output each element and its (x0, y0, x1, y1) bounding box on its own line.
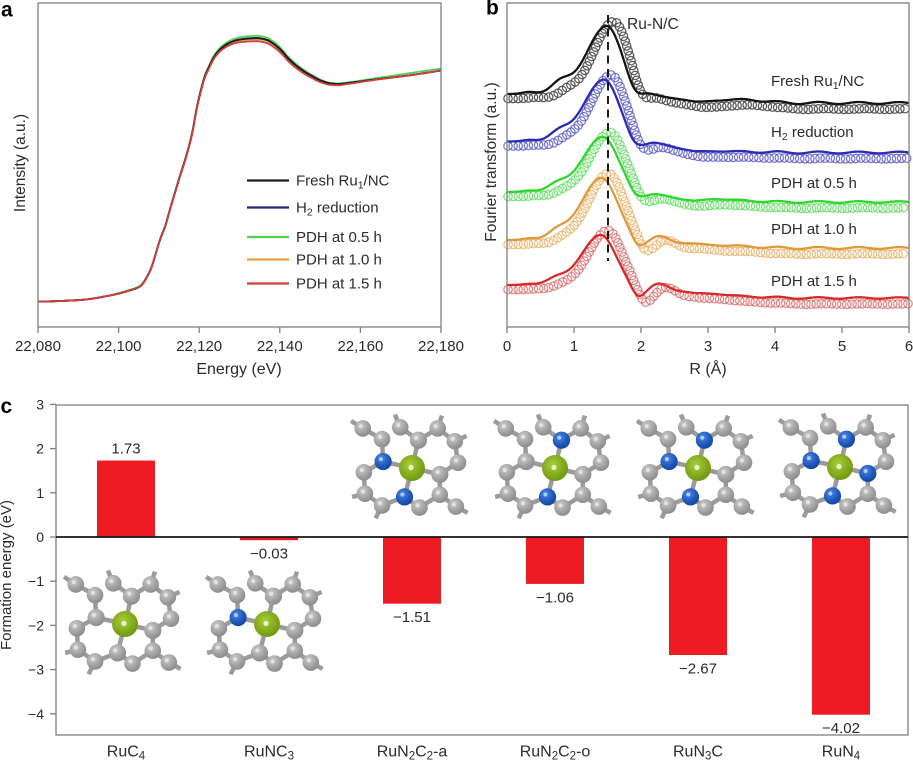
svg-text:R (Å): R (Å) (689, 359, 726, 378)
svg-text:−4: −4 (28, 706, 44, 722)
svg-text:22,160: 22,160 (337, 338, 383, 355)
svg-text:b: b (486, 0, 499, 20)
svg-text:RuN3C: RuN3C (673, 744, 723, 762)
svg-text:PDH at 0.5 h: PDH at 0.5 h (296, 229, 382, 246)
svg-text:PDH at 0.5 h: PDH at 0.5 h (771, 175, 857, 192)
svg-text:−0.03: −0.03 (250, 546, 288, 563)
svg-text:0: 0 (36, 529, 44, 545)
svg-text:H2 reduction: H2 reduction (771, 124, 854, 143)
svg-text:−3: −3 (28, 662, 44, 678)
svg-text:c: c (1, 395, 13, 418)
svg-text:PDH at 1.5 h: PDH at 1.5 h (296, 276, 382, 293)
svg-text:Formation energy (eV): Formation energy (eV) (0, 500, 15, 650)
svg-text:Energy (eV): Energy (eV) (196, 361, 281, 378)
svg-text:RuC4: RuC4 (107, 744, 146, 762)
svg-text:1.73: 1.73 (111, 441, 140, 458)
svg-text:PDH at 1.0 h: PDH at 1.0 h (771, 221, 857, 238)
svg-text:−2.67: −2.67 (679, 661, 717, 678)
svg-text:Intensity (a.u.): Intensity (a.u.) (12, 114, 29, 212)
svg-text:RuN2C2-o: RuN2C2-o (520, 744, 591, 762)
svg-text:−4.02: −4.02 (822, 720, 860, 737)
svg-text:RuN4: RuN4 (822, 744, 861, 762)
svg-text:Fresh Ru1/NC: Fresh Ru1/NC (771, 73, 865, 92)
svg-text:22,120: 22,120 (176, 338, 222, 355)
svg-text:PDH at 1.0 h: PDH at 1.0 h (296, 252, 382, 269)
svg-text:22,080: 22,080 (15, 338, 61, 355)
svg-text:6: 6 (905, 338, 913, 355)
svg-text:−1.06: −1.06 (536, 589, 574, 606)
svg-text:−2: −2 (28, 617, 44, 633)
svg-text:1: 1 (570, 338, 578, 355)
svg-text:Fresh Ru1/NC: Fresh Ru1/NC (296, 173, 390, 192)
svg-text:−1.51: −1.51 (393, 609, 431, 626)
svg-text:22,180: 22,180 (418, 338, 464, 355)
svg-text:2: 2 (36, 441, 44, 457)
svg-text:−1: −1 (28, 573, 44, 589)
svg-text:PDH at 1.5 h: PDH at 1.5 h (771, 273, 857, 290)
svg-text:22,140: 22,140 (257, 338, 303, 355)
svg-text:a: a (1, 0, 13, 22)
svg-text:0: 0 (503, 338, 511, 355)
svg-text:Fourier transform (a.u.): Fourier transform (a.u.) (483, 82, 500, 241)
svg-text:2: 2 (637, 338, 645, 355)
svg-text:H2 reduction: H2 reduction (296, 200, 379, 219)
svg-text:3: 3 (36, 396, 44, 412)
svg-text:22,100: 22,100 (96, 338, 142, 355)
svg-text:3: 3 (704, 338, 712, 355)
svg-text:5: 5 (838, 338, 846, 355)
svg-text:RuNC3: RuNC3 (244, 744, 294, 762)
svg-text:Ru-N/C: Ru-N/C (627, 16, 679, 33)
svg-text:1: 1 (36, 485, 44, 501)
svg-text:RuN2C2-a: RuN2C2-a (377, 744, 448, 762)
svg-text:4: 4 (771, 338, 779, 355)
